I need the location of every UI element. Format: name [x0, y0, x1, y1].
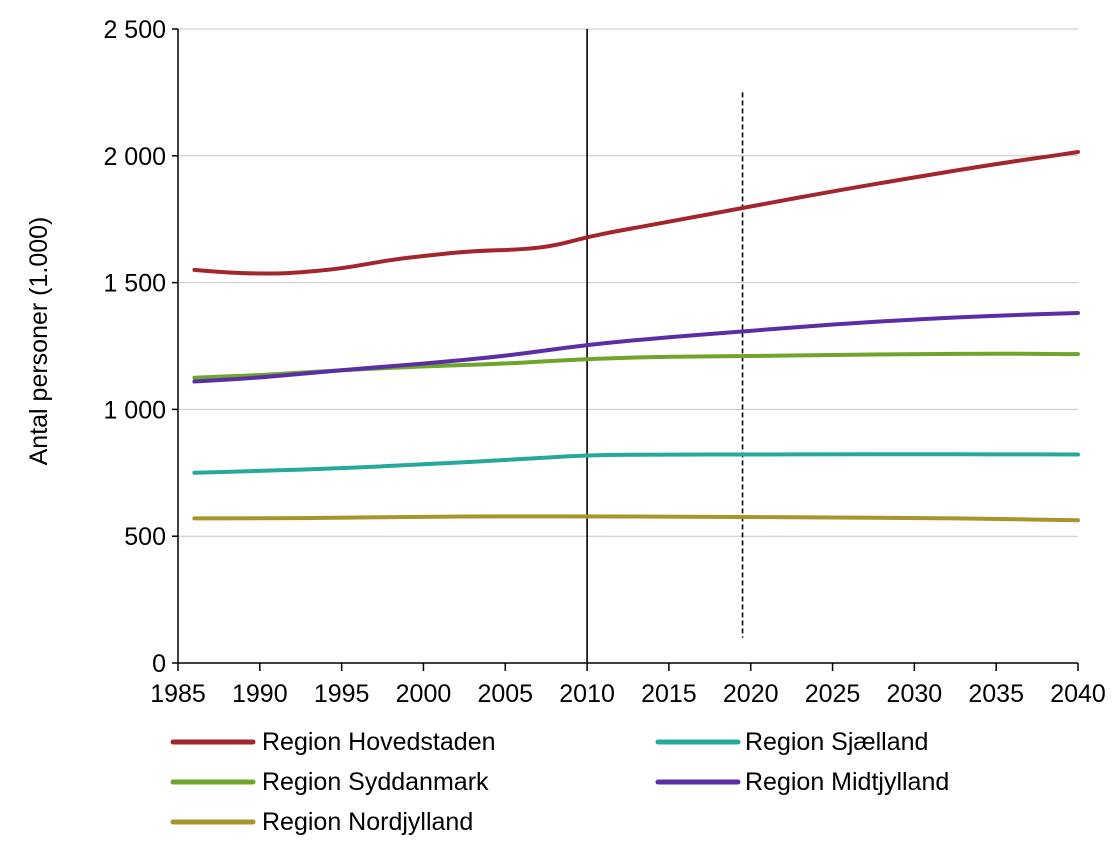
legend-label: Region Midtjylland [745, 768, 949, 796]
series-line-region-sjælland [192, 452, 1080, 475]
x-tick-label: 2040 [1050, 680, 1106, 708]
y-tick-label: 0 [152, 650, 166, 678]
y-tick-label: 2 500 [103, 16, 166, 44]
y-axis-title: Antal personer (1.000) [25, 217, 53, 466]
legend-label: Region Nordjylland [262, 808, 473, 836]
x-tick-label: 2000 [396, 680, 452, 708]
series-line-region-syddanmark [192, 351, 1080, 380]
x-tick-label: 2015 [641, 680, 697, 708]
axes: 0 500 1 000 1 500 2 000 2 500 1985 1990 1995 2000… [25, 16, 1106, 708]
legend: Region Hovedstaden Region Syddanmark Regio… [170, 728, 949, 836]
grid-lines [178, 28, 1078, 537]
x-tick-label: 2005 [477, 680, 533, 708]
x-tick-label: 2010 [559, 680, 615, 708]
x-tick-label: 2035 [968, 680, 1024, 708]
y-tick-label: 2 000 [103, 143, 166, 171]
x-tick-label: 2020 [723, 680, 779, 708]
series-line-region-nordjylland [192, 514, 1080, 523]
x-tick-label: 2025 [805, 680, 861, 708]
legend-label: Region Hovedstaden [262, 728, 496, 756]
x-tick-label: 1985 [150, 680, 206, 708]
y-tick-label: 500 [124, 523, 166, 551]
x-tick-label: 1995 [314, 680, 370, 708]
y-tick-label: 1 000 [103, 396, 166, 424]
x-tick-label: 1990 [232, 680, 288, 708]
series-lines [192, 150, 1080, 523]
series-line-region-hovedstaden [192, 150, 1080, 276]
series-line-region-midtjylland [192, 311, 1080, 384]
x-tick-label: 2030 [887, 680, 943, 708]
y-tick-label: 1 500 [103, 270, 166, 298]
reference-lines [586, 29, 744, 663]
legend-label: Region Syddanmark [262, 768, 489, 796]
legend-label: Region Sjælland [745, 728, 928, 756]
